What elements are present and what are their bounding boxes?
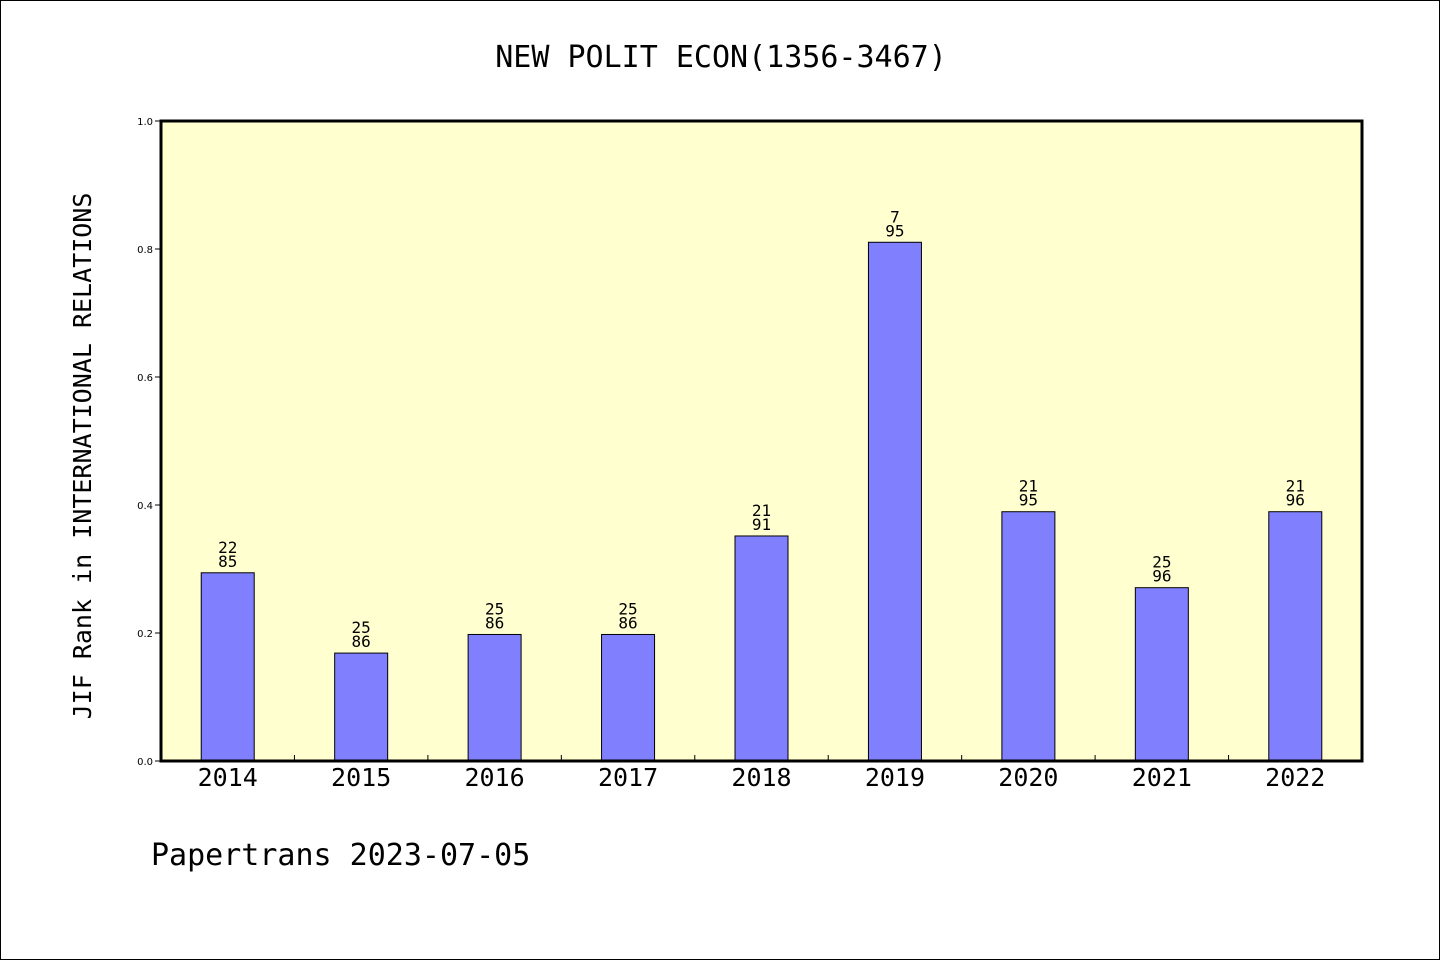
bar [334, 652, 389, 762]
bar [467, 633, 522, 762]
y-tick-label: 0.8 [137, 245, 153, 256]
bar-label-rank: 25 [485, 599, 504, 618]
x-tick-label: 2017 [598, 763, 658, 792]
bar [601, 633, 656, 762]
bar [1134, 587, 1189, 762]
y-tick-label: 0.4 [137, 501, 153, 512]
bar-label-rank: 21 [752, 501, 771, 520]
plot-border [159, 119, 1364, 763]
bar-label-rank: 25 [352, 618, 371, 637]
bar-label-total: 86 [618, 613, 637, 632]
footer-credit: Papertrans 2023-07-05 [151, 838, 530, 873]
bar-label-total: 85 [218, 552, 237, 571]
y-tick-label: 0.0 [137, 757, 153, 768]
bar [1001, 511, 1056, 762]
bar-label-total: 95 [1019, 491, 1038, 510]
bar-label-rank: 25 [1152, 553, 1171, 572]
x-tick-label: 2016 [465, 763, 525, 792]
bar [734, 535, 789, 762]
bar-label-total: 96 [1286, 491, 1305, 510]
bar [200, 572, 255, 762]
x-tick-label: 2021 [1132, 763, 1192, 792]
y-tick-label: 0.6 [137, 373, 153, 384]
y-tick-label: 1.0 [137, 117, 153, 128]
y-axis-label: JIF Rank in INTERNATIONAL RELATIONS [68, 193, 97, 720]
bar-label-rank: 25 [618, 599, 637, 618]
bar-label-rank: 21 [1286, 477, 1305, 496]
bar-label-total: 96 [1152, 567, 1171, 586]
x-tick-label: 2015 [331, 763, 391, 792]
bar [1268, 511, 1323, 762]
x-tick-label: 2019 [865, 763, 925, 792]
x-tick-label: 2022 [1265, 763, 1325, 792]
x-tick-label: 2020 [998, 763, 1058, 792]
chart-title: NEW POLIT ECON(1356-3467) [495, 40, 947, 75]
bar [867, 241, 922, 762]
bar-label-total: 95 [885, 221, 904, 240]
bar-label-total: 86 [485, 613, 504, 632]
bars-group [200, 241, 1323, 762]
y-tick-label: 0.2 [137, 629, 153, 640]
bar-label-rank: 7 [890, 207, 900, 226]
x-tick-label: 2014 [198, 763, 258, 792]
x-tick-label: 2018 [731, 763, 791, 792]
bar-label-rank: 22 [218, 538, 237, 557]
bar-label-rank: 21 [1019, 477, 1038, 496]
x-axis-labels: 2014 2015 2016 2017 2018 2019 2020 2021 2022 [198, 763, 1326, 792]
bar-label-total: 86 [352, 632, 371, 651]
bar-label-total: 91 [752, 515, 771, 534]
y-axis-ticks: 0.0 0.2 0.4 0.6 0.8 1.0 [137, 117, 161, 768]
